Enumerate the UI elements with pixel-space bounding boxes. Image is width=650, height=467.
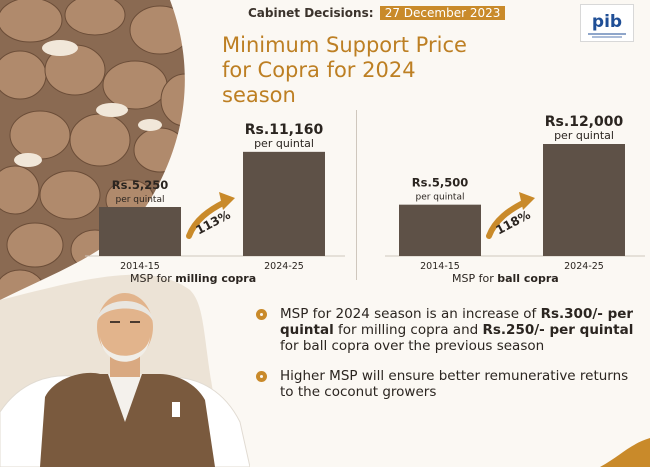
bullet-text: Higher MSP will ensure better remunerati… (280, 368, 629, 400)
title-line-2: for Copra for 2024 (222, 58, 416, 82)
caption-bold: ball copra (497, 272, 559, 285)
header: Cabinet Decisions: 27 December 2023 (248, 6, 506, 20)
value-label: Rs.5,250 (112, 178, 168, 192)
bullet-item-msp-increase: MSP for 2024 season is an increase of Rs… (256, 306, 636, 354)
growth-arrowhead-icon (219, 192, 235, 210)
value-label: Rs.12,000 (545, 114, 624, 130)
bullet-text: MSP for 2024 season is an increase of (280, 306, 541, 322)
copra-photo (0, 0, 200, 300)
decorative-wave (600, 438, 650, 467)
category-label: 2014-15 (120, 261, 160, 272)
unit-label: per quintal (416, 193, 465, 203)
value-label: Rs.11,160 (245, 122, 324, 138)
title-line-3: season (222, 83, 296, 107)
title-line-1: Minimum Support Price (222, 33, 467, 57)
caption-milling-copra: MSP for milling copra (130, 272, 256, 285)
header-label: Cabinet Decisions: (248, 6, 374, 20)
unit-label: per quintal (554, 129, 614, 142)
bullet-text-bold: Rs.300/- per quintal (280, 306, 634, 338)
bullet-text: for milling copra and (333, 322, 483, 338)
category-label: 2024-25 (564, 261, 604, 272)
bullet-text-bold: Rs.250/- per quintal (482, 322, 634, 338)
caption-bold: milling copra (175, 272, 257, 285)
unit-label: per quintal (254, 137, 314, 150)
caption-ball-copra: MSP for ball copra (452, 272, 559, 285)
value-label: Rs.5,500 (412, 176, 468, 190)
bar-2014-15 (99, 207, 181, 256)
caption-prefix: MSP for (452, 272, 498, 285)
growth-arrowhead-icon (519, 192, 535, 210)
category-label: 2014-15 (420, 261, 460, 272)
bar-2024-25 (243, 151, 325, 256)
bar-2024-25 (543, 144, 625, 256)
bullet-icon (256, 309, 267, 320)
category-label: 2024-25 (264, 261, 304, 272)
bullet-list: MSP for 2024 season is an increase of Rs… (256, 306, 636, 414)
bullet-item-remunerative-returns: Higher MSP will ensure better remunerati… (256, 368, 636, 400)
bar-2014-15 (399, 204, 481, 256)
header-date: 27 December 2023 (379, 6, 506, 20)
bullet-text: for ball copra over the previous season (280, 338, 545, 354)
portrait (0, 293, 250, 467)
unit-label: per quintal (116, 195, 165, 205)
bullet-icon (256, 371, 267, 382)
growth-arrow-icon (486, 199, 528, 239)
pib-logo-icon: pib (580, 4, 634, 42)
caption-prefix: MSP for (130, 272, 176, 285)
growth-arrow-icon (186, 199, 228, 239)
logo-text: pib (592, 12, 622, 32)
page-title: Minimum Support Price for Copra for 2024… (222, 33, 602, 108)
chart-divider (356, 110, 357, 280)
